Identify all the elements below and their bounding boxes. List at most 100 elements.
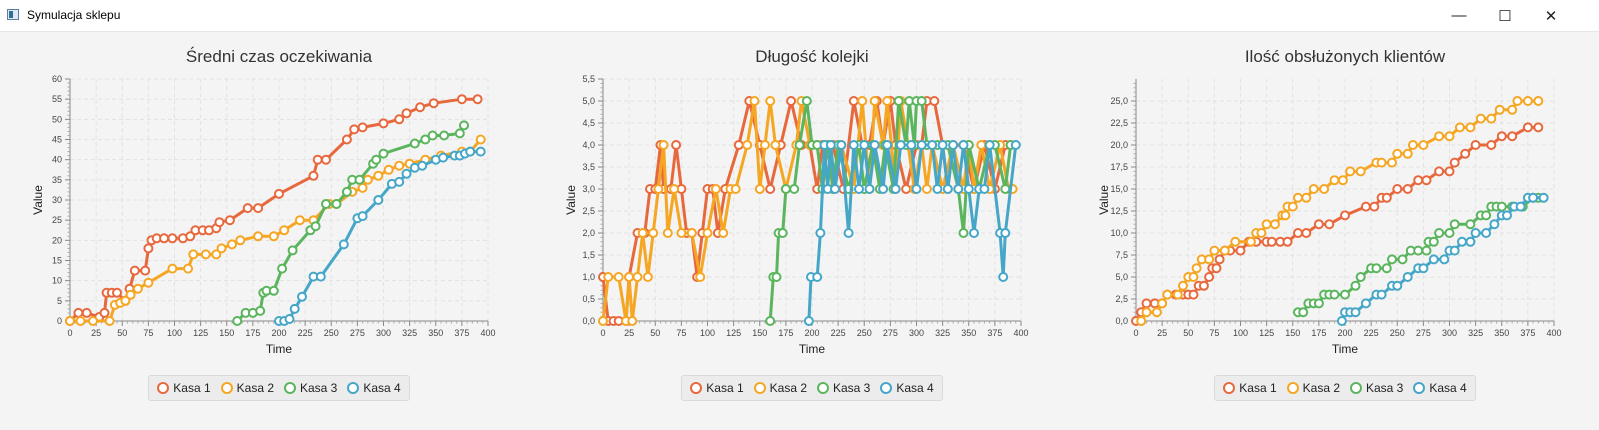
y-tick-label: 20,0	[1110, 140, 1128, 150]
data-point	[1392, 148, 1403, 159]
x-tick-label: 275	[1416, 328, 1431, 338]
data-point	[255, 305, 266, 316]
data-point	[948, 140, 959, 150]
legend-label: Kasa 4	[363, 381, 401, 395]
data-point	[1360, 298, 1371, 309]
x-tick-label: 100	[1233, 328, 1248, 338]
x-tick-label: 250	[324, 328, 339, 338]
data-point	[642, 272, 653, 282]
data-point	[963, 184, 974, 194]
data-point	[235, 235, 246, 246]
data-point	[1141, 298, 1152, 309]
data-point	[632, 272, 643, 282]
legend-label: Kasa 1	[706, 381, 744, 395]
data-point	[1444, 228, 1455, 238]
data-point	[132, 283, 143, 294]
data-point	[1481, 228, 1492, 238]
data-point	[1533, 122, 1544, 133]
data-point	[710, 184, 721, 194]
y-tick-label: 45	[52, 135, 62, 145]
data-point	[1270, 219, 1280, 230]
data-point	[357, 182, 368, 193]
x-tick-label: 200	[804, 328, 819, 338]
data-point	[417, 160, 428, 171]
maximize-button[interactable]: ☐	[1482, 0, 1528, 31]
data-point	[953, 184, 964, 194]
window-title: Symulacja sklepu	[27, 8, 121, 22]
data-point	[1496, 201, 1507, 212]
data-point	[658, 140, 669, 150]
data-point	[371, 154, 382, 165]
legend-item: Kasa 3	[284, 381, 337, 395]
series-line	[807, 143, 1018, 322]
data-point	[848, 96, 859, 106]
data-point	[454, 128, 465, 139]
x-tick-label: 25	[624, 328, 634, 338]
legend: Kasa 1 Kasa 2 Kasa 3 Kasa 4	[681, 375, 943, 401]
legend-label: Kasa 2	[769, 381, 807, 395]
data-point	[1522, 122, 1533, 133]
x-tick-label: 150	[1285, 328, 1300, 338]
data-point	[864, 184, 875, 194]
legend-item: Kasa 1	[157, 381, 211, 395]
data-point	[394, 160, 405, 171]
close-button[interactable]: ✕	[1528, 0, 1574, 31]
legend-marker	[1350, 382, 1362, 394]
data-point	[394, 114, 405, 125]
data-point	[718, 228, 729, 238]
minimize-button[interactable]: —	[1436, 0, 1482, 31]
data-point	[75, 316, 86, 326]
legend-marker	[157, 382, 170, 394]
data-point	[730, 184, 741, 194]
data-point	[289, 303, 300, 314]
data-point	[848, 140, 859, 150]
data-point	[916, 140, 927, 150]
data-point	[624, 272, 635, 282]
legend-label: Kasa 4	[896, 381, 934, 395]
data-point	[1428, 254, 1439, 265]
data-point	[104, 316, 115, 326]
data-point	[1428, 236, 1439, 247]
data-point	[1494, 104, 1505, 115]
data-point	[185, 231, 196, 242]
title-bar: Symulacja sklepu — ☐ ✕	[0, 0, 1599, 32]
data-point	[1376, 289, 1387, 300]
minimize-icon: —	[1451, 7, 1467, 24]
legend-label: Kasa 1	[1239, 381, 1277, 395]
data-point	[1407, 140, 1418, 150]
data-point	[1355, 272, 1366, 282]
data-point	[297, 291, 307, 302]
data-point	[1538, 192, 1549, 203]
data-point	[1178, 280, 1188, 291]
data-point	[99, 307, 110, 318]
x-axis-label: Time	[799, 342, 826, 356]
x-tick-label: 325	[935, 328, 950, 338]
x-tick-label: 225	[831, 328, 846, 338]
legend-item: Kasa 4	[1413, 381, 1467, 395]
data-point	[789, 184, 800, 194]
data-point	[1308, 184, 1319, 194]
chart-served-customers: Ilość obsłużonych klientów 0 25 50 75 100 125 1…	[1066, 31, 1599, 430]
y-tick-label: 22,5	[1110, 118, 1128, 128]
data-point	[409, 138, 420, 149]
data-point	[357, 211, 368, 222]
y-axis-label: Value	[31, 185, 45, 215]
data-point	[1230, 236, 1241, 247]
data-point	[859, 140, 870, 150]
app-icon	[7, 9, 19, 20]
data-point	[383, 164, 394, 175]
data-point	[770, 140, 781, 150]
data-point	[765, 184, 776, 194]
data-point	[294, 215, 305, 226]
data-point	[140, 265, 151, 276]
data-point	[373, 170, 384, 181]
series-line	[1340, 196, 1544, 322]
x-tick-label: 175	[1311, 328, 1326, 338]
data-point	[1369, 201, 1380, 212]
data-point	[906, 140, 917, 150]
data-point	[284, 314, 295, 324]
y-tick-label: 15,0	[1110, 184, 1128, 194]
x-tick-label: 175	[778, 328, 793, 338]
data-point	[653, 184, 664, 194]
data-point	[854, 184, 864, 194]
